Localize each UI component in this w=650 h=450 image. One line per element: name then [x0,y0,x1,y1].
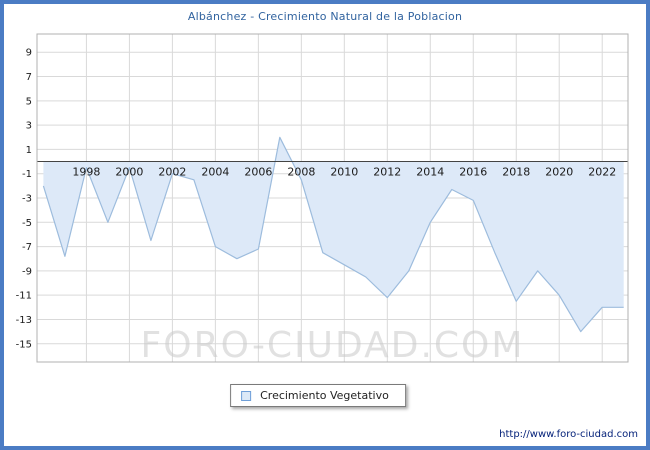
svg-text:-7: -7 [22,242,32,253]
svg-text:-3: -3 [22,194,32,205]
svg-text:FORO-CIUDAD.COM: FORO-CIUDAD.COM [141,325,525,366]
svg-text:-5: -5 [22,218,32,229]
svg-text:2004: 2004 [201,166,229,179]
svg-text:2018: 2018 [502,166,530,179]
svg-text:-15: -15 [16,339,32,350]
legend-label: Crecimiento Vegetativo [260,389,389,402]
svg-text:7: 7 [26,72,32,83]
svg-text:-11: -11 [16,291,32,302]
svg-text:9: 9 [26,48,32,59]
svg-text:2016: 2016 [459,166,487,179]
svg-text:2008: 2008 [287,166,315,179]
svg-text:2022: 2022 [588,166,616,179]
svg-text:5: 5 [26,96,32,107]
svg-text:-13: -13 [16,315,32,326]
legend: Crecimiento Vegetativo [230,384,406,407]
svg-text:1998: 1998 [72,166,100,179]
svg-text:2012: 2012 [373,166,401,179]
svg-text:2002: 2002 [158,166,186,179]
natural-growth-area-chart: 9 7 5 3 1 -1 -3 -5 -7 -9 -11 -13 -15 1998 2000 2002 2004… [16,33,629,366]
svg-text:2000: 2000 [115,166,143,179]
svg-text:2010: 2010 [330,166,358,179]
svg-text:3: 3 [26,121,32,132]
source-url[interactable]: http://www.foro-ciudad.com [499,429,638,440]
svg-text:2020: 2020 [545,166,573,179]
legend-series-marker-icon [241,390,252,401]
svg-text:2006: 2006 [244,166,272,179]
svg-text:-9: -9 [22,266,32,277]
svg-text:1: 1 [26,145,32,156]
svg-text:-1: -1 [22,169,32,180]
chart-title: Albánchez - Crecimiento Natural de la Po… [187,10,463,23]
svg-text:2014: 2014 [416,166,444,179]
